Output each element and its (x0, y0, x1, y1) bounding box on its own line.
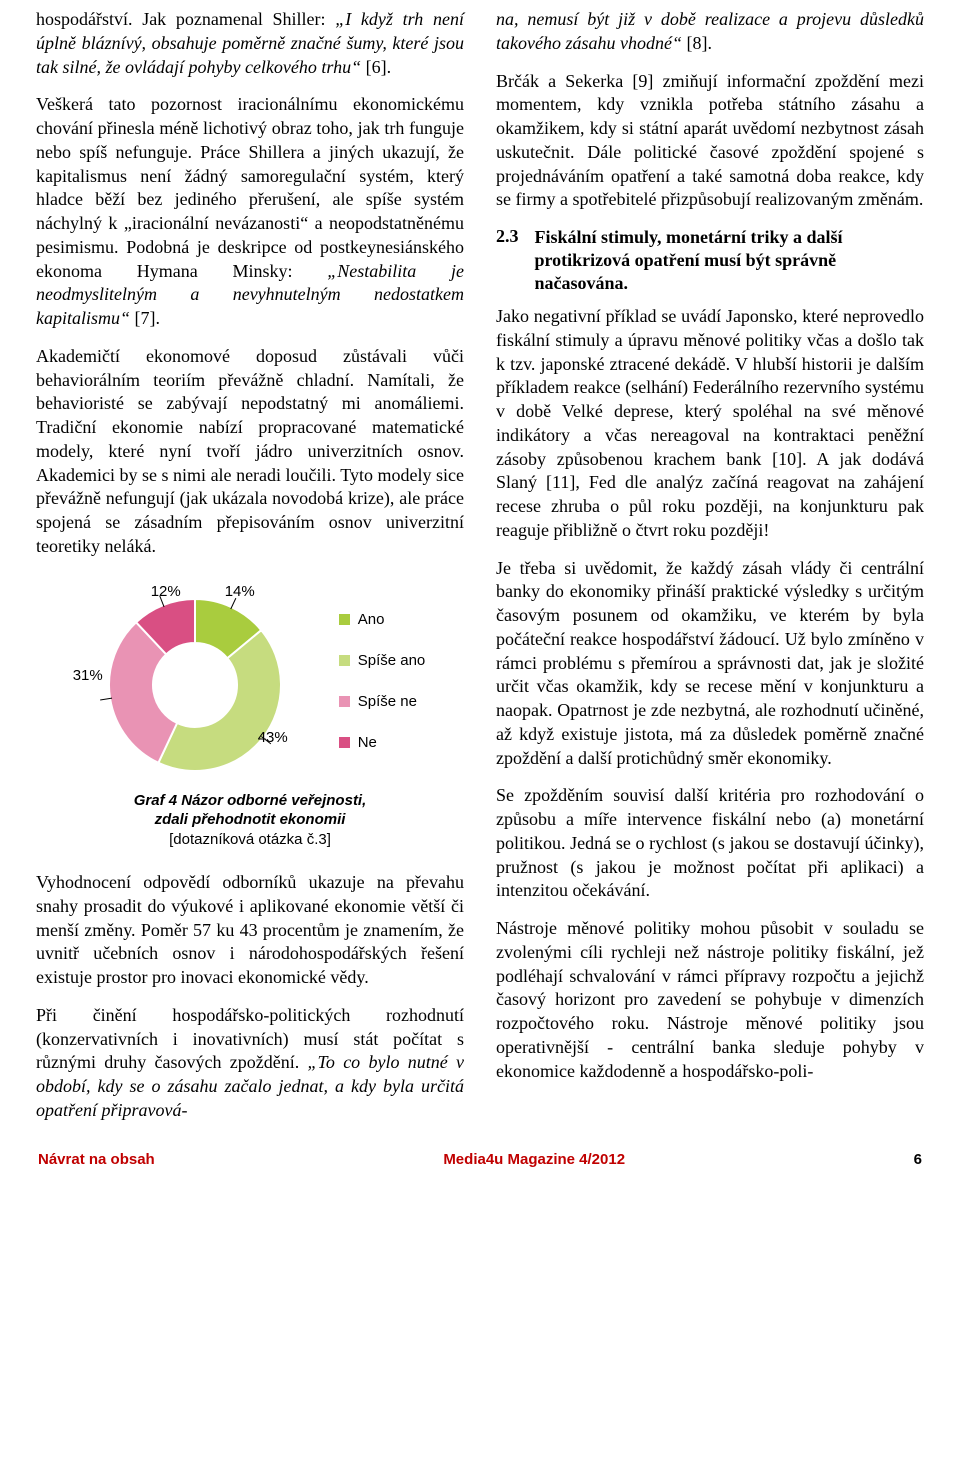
left-paragraph-3: Akademičtí ekonomové doposud zůstávali v… (36, 345, 464, 559)
footer-page-num: 6 (914, 1151, 922, 1168)
legend-label: Spíše ano (358, 652, 426, 669)
chart-caption: Graf 4 Názor odborné veřejnosti, zdali p… (134, 791, 367, 850)
chart-legend: Ano Spíše ano Spíše ne Ne (339, 611, 426, 751)
text-fragment: [6]. (361, 57, 391, 77)
donut-chart: 14% 43% 31% 12% Ano Spíše ano (36, 581, 464, 850)
right-paragraph-3: Je třeba si uvědomit, že každý zásah vlá… (496, 557, 924, 771)
right-paragraph-1: Brčák a Sekerka [9] zmiňují informační z… (496, 70, 924, 213)
slice-label-spisene: 31% (73, 667, 103, 684)
text-fragment: Veškerá tato pozornost iracionálnímu eko… (36, 94, 464, 280)
footer-back-link[interactable]: Návrat na obsah (38, 1151, 155, 1168)
column-right: na, nemusí být již v době realizace a pr… (496, 8, 924, 1123)
footer-center: Media4u Magazine 4/2012 (443, 1151, 625, 1168)
slice-label-ne: 12% (151, 583, 181, 600)
text-fragment: hospodářství. Jak poznamenal Shiller: (36, 9, 335, 29)
heading-text: Fiskální stimuly, monetární triky a dalš… (535, 226, 925, 295)
right-paragraph-5: Nástroje měnové politiky mohou působit v… (496, 917, 924, 1083)
caption-line-2: zdali přehodnotit ekonomii (134, 810, 367, 830)
heading-number: 2.3 (496, 226, 519, 295)
donut-svg (77, 581, 313, 781)
legend-item: Spíše ne (339, 693, 426, 710)
legend-label: Ne (358, 734, 377, 751)
right-paragraph-0: na, nemusí být již v době realizace a pr… (496, 8, 924, 56)
legend-item: Ne (339, 734, 426, 751)
left-paragraph-4: Vyhodnocení odpovědí odborníků ukazuje n… (36, 871, 464, 990)
caption-line-1: Graf 4 Názor odborné veřejnosti, (134, 791, 367, 811)
column-left: hospodářství. Jak poznamenal Shiller: „I… (36, 8, 464, 1123)
two-column-layout: hospodářství. Jak poznamenal Shiller: „I… (36, 8, 924, 1123)
left-paragraph-2: Veškerá tato pozornost iracionálnímu eko… (36, 93, 464, 331)
caption-line-3: [dotazníková otázka č.3] (134, 830, 367, 850)
legend-swatch (339, 737, 350, 748)
left-paragraph-1: hospodářství. Jak poznamenal Shiller: „I… (36, 8, 464, 79)
page-footer: Návrat na obsah Media4u Magazine 4/2012 … (36, 1151, 924, 1168)
slice-label-ano: 14% (225, 583, 255, 600)
legend-item: Spíše ano (339, 652, 426, 669)
chart-row: 14% 43% 31% 12% Ano Spíše ano (75, 581, 426, 781)
legend-swatch (339, 655, 350, 666)
right-paragraph-2: Jako negativní příklad se uvádí Japonsko… (496, 305, 924, 543)
right-paragraph-4: Se zpožděním souvisí další kritéria pro … (496, 784, 924, 903)
legend-label: Spíše ne (358, 693, 417, 710)
left-paragraph-5: Při činění hospodářsko-politických rozho… (36, 1004, 464, 1123)
legend-item: Ano (339, 611, 426, 628)
legend-swatch (339, 696, 350, 707)
text-fragment: [7]. (130, 308, 160, 328)
slice-label-spiseano: 43% (258, 729, 288, 746)
legend-label: Ano (358, 611, 385, 628)
donut-box: 14% 43% 31% 12% (75, 581, 315, 781)
text-fragment: [8]. (682, 33, 712, 53)
section-heading-2-3: 2.3 Fiskální stimuly, monetární triky a … (496, 226, 924, 295)
legend-swatch (339, 614, 350, 625)
page: hospodářství. Jak poznamenal Shiller: „I… (0, 0, 960, 1188)
